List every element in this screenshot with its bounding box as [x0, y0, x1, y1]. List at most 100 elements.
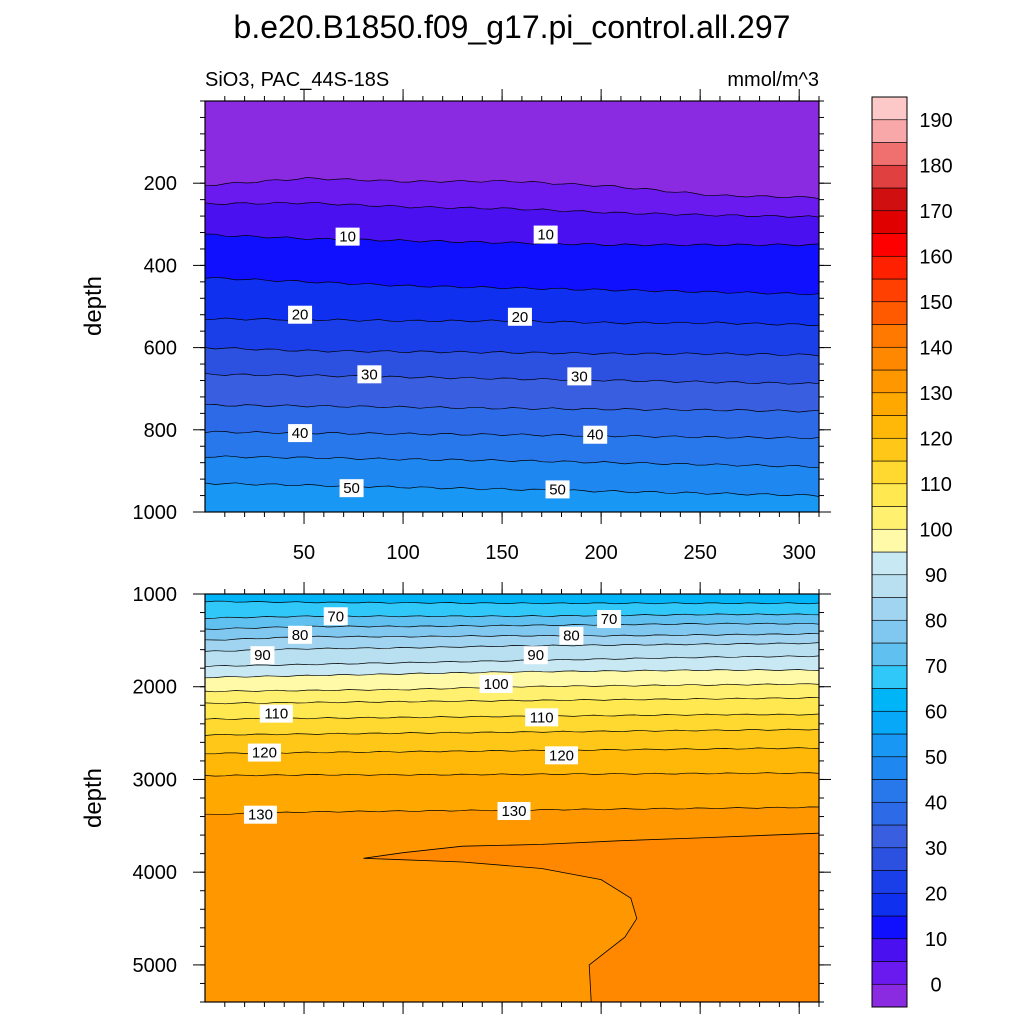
contour-label-text: 50 — [343, 480, 360, 497]
colorbar-label: 0 — [930, 974, 941, 996]
contour-line — [205, 347, 819, 357]
x-tick-label: 50 — [293, 542, 315, 564]
colorbar-label: 60 — [925, 701, 947, 723]
colorbar-label: 40 — [925, 792, 947, 814]
colorbar-label: 80 — [925, 610, 947, 632]
colorbar-box — [871, 301, 908, 325]
contour-line — [205, 455, 819, 468]
contour-line — [205, 772, 819, 777]
contour-label-box — [525, 708, 559, 727]
colorbar-box — [871, 779, 908, 803]
colorbar-box — [871, 233, 908, 257]
plot-frame — [204, 100, 820, 513]
contour-label-box — [288, 625, 313, 644]
contour-label-text: 90 — [254, 647, 271, 664]
contour-label: 120 — [545, 746, 579, 765]
y-tick-label: 1000 — [133, 502, 178, 524]
contour-label: 10 — [335, 227, 360, 246]
contour-label-text: 80 — [563, 628, 580, 645]
contour-label-box — [545, 480, 570, 499]
colorbar-box — [871, 483, 908, 507]
colorbar-label: 140 — [919, 337, 952, 359]
colorbar-box — [871, 801, 908, 826]
colorbar-label: 30 — [925, 838, 947, 860]
contour-label: 50 — [339, 479, 364, 498]
colorbar-box — [871, 506, 908, 530]
colorbar-box — [871, 983, 908, 1008]
contour-line — [205, 669, 819, 679]
contour-label-text: 130 — [501, 803, 526, 820]
contour-label-box — [507, 307, 532, 326]
colorbar-label: 180 — [919, 155, 952, 177]
contour-label-text: 120 — [252, 745, 277, 762]
contour-label: 70 — [597, 610, 622, 629]
contour-lines — [205, 600, 819, 816]
contour-label-box — [288, 424, 313, 443]
contour-label: 50 — [545, 480, 570, 499]
colorbar-label: 100 — [919, 519, 952, 541]
contour-label: 90 — [250, 646, 275, 665]
colorbar-box — [871, 574, 908, 598]
contour-label: 100 — [479, 674, 513, 693]
contour-label: 80 — [288, 625, 313, 644]
y-tick-label: 5000 — [133, 955, 178, 977]
contour-line — [205, 176, 819, 199]
contour-label: 30 — [567, 367, 592, 386]
contour-label: 110 — [525, 708, 559, 727]
contour-label: 80 — [559, 626, 584, 645]
colorbar-label: 50 — [925, 747, 947, 769]
contour-line — [205, 600, 819, 605]
contour-label-text: 130 — [248, 807, 273, 824]
contour-label-text: 20 — [292, 307, 309, 324]
colorbar-label: 170 — [919, 201, 952, 223]
contour-label-text: 40 — [292, 425, 309, 442]
colorbar-box — [871, 142, 908, 166]
contour-label-text: 50 — [549, 481, 566, 498]
contour-label-text: 30 — [361, 366, 378, 383]
lower-ylabel: depth — [80, 768, 107, 828]
y-tick-label: 4000 — [133, 862, 178, 884]
y-tick-label: 400 — [144, 255, 177, 277]
contour-label-box — [259, 704, 293, 723]
colorbar-label: 150 — [919, 292, 952, 314]
colorbar-box — [871, 710, 908, 735]
contour-region-135 — [363, 832, 819, 1002]
contour-label-box — [288, 305, 313, 324]
contour-label-box — [479, 674, 513, 693]
contour-lines — [205, 176, 819, 497]
contour-label-text: 80 — [292, 627, 309, 644]
x-tick-label: 100 — [386, 542, 419, 564]
y-tick-label: 200 — [144, 173, 177, 195]
colorbar-box — [871, 961, 908, 985]
contour-fills — [205, 594, 819, 1002]
contour-line — [205, 276, 819, 296]
contour-label: 40 — [288, 424, 313, 443]
contour-line — [205, 655, 819, 668]
y-tick-label: 800 — [144, 420, 177, 442]
right-string: mmol/m^3 — [727, 69, 819, 91]
contour-label-box — [323, 607, 348, 626]
contour-label: 120 — [247, 743, 281, 762]
contour-label: 90 — [523, 646, 548, 665]
contour-line — [205, 482, 819, 497]
colorbar-box — [871, 733, 908, 758]
colorbar-box — [871, 369, 908, 394]
colorbar-box — [871, 642, 908, 667]
colorbar-box — [871, 597, 908, 621]
contour-label-box — [247, 743, 281, 762]
y-tick-label: 600 — [144, 338, 177, 360]
colorbar-frame — [871, 96, 908, 1008]
colorbar-box — [871, 870, 908, 894]
colorbar-box — [871, 756, 908, 780]
colorbar-box — [871, 324, 908, 348]
colorbar-box — [871, 392, 908, 416]
colorbar-box — [871, 164, 908, 189]
colorbar-label: 130 — [919, 383, 952, 405]
contour-line — [205, 201, 819, 218]
x-tick-label: 300 — [783, 542, 816, 564]
contour-label-text: 110 — [264, 706, 288, 723]
colorbar-label: 20 — [925, 883, 947, 905]
contour-label-text: 120 — [549, 747, 574, 764]
contour-label-text: 100 — [484, 676, 509, 693]
